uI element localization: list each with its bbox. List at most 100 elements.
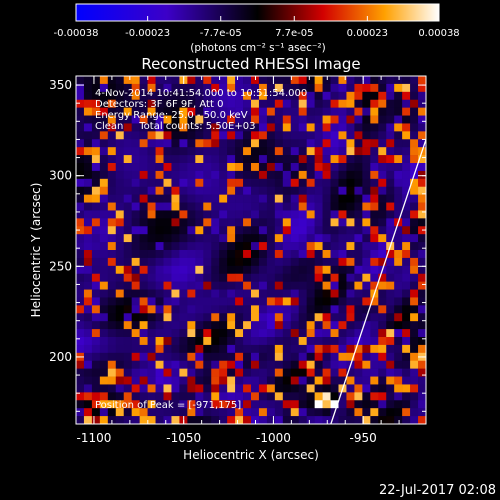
heatmap-cell xyxy=(195,250,204,259)
heatmap-cell xyxy=(306,416,315,424)
heatmap-cell xyxy=(258,360,268,369)
heatmap-cell xyxy=(251,289,260,298)
heatmap-cell xyxy=(266,131,276,140)
heatmap-cell xyxy=(394,337,403,346)
heatmap-cell xyxy=(187,163,196,172)
heatmap-cell xyxy=(123,392,132,401)
heatmap-cell xyxy=(211,281,220,290)
heatmap-cell xyxy=(418,242,426,251)
heatmap-cell xyxy=(282,313,292,322)
heatmap-cell xyxy=(298,83,307,93)
heatmap-cell xyxy=(91,210,101,219)
heatmap-cell xyxy=(386,265,395,275)
heatmap-cell xyxy=(139,178,148,188)
heatmap-cell xyxy=(171,226,180,235)
heatmap-cell xyxy=(251,344,260,354)
heatmap-cell xyxy=(282,76,292,85)
heatmap-cell xyxy=(211,218,220,227)
heatmap-cell xyxy=(378,115,387,124)
heatmap-cell xyxy=(171,344,180,354)
heatmap-cell xyxy=(338,186,347,195)
heatmap-cell xyxy=(418,416,426,424)
heatmap-cell xyxy=(354,273,363,282)
heatmap-cell xyxy=(251,360,260,369)
heatmap-cell xyxy=(171,400,180,409)
heatmap-cell xyxy=(386,289,395,298)
colorbar xyxy=(75,3,440,22)
heatmap-cell xyxy=(298,376,307,385)
heatmap-cell xyxy=(346,210,355,219)
heatmap-cell xyxy=(362,297,371,306)
heatmap-cell xyxy=(243,155,252,164)
heatmap-cell xyxy=(211,107,220,116)
heatmap-cell xyxy=(346,313,355,322)
heatmap-cell xyxy=(314,408,323,417)
heatmap-cell xyxy=(219,131,228,140)
heatmap-cell xyxy=(91,257,101,267)
heatmap-cell xyxy=(211,194,220,203)
heatmap-cell xyxy=(251,368,260,377)
heatmap-cell xyxy=(131,242,140,251)
heatmap-cell xyxy=(123,115,132,124)
heatmap-cell xyxy=(370,131,379,140)
heatmap-cell xyxy=(107,344,117,354)
heatmap-cell xyxy=(107,305,117,314)
heatmap-cell xyxy=(219,400,228,409)
heatmap-cell xyxy=(139,234,148,243)
heatmap-cell xyxy=(83,376,93,385)
heatmap-cell xyxy=(338,178,347,188)
heatmap-cell xyxy=(211,99,220,108)
heatmap-cell xyxy=(163,400,172,409)
heatmap-cell xyxy=(187,368,196,377)
heatmap-cell xyxy=(418,273,426,282)
heatmap-cell xyxy=(115,321,125,330)
solar-limb-line xyxy=(330,139,426,424)
heatmap-cell xyxy=(123,139,132,148)
heatmap-cell xyxy=(187,376,196,385)
heatmap-cell xyxy=(322,194,331,203)
heatmap-cell xyxy=(107,384,117,393)
heatmap-cell xyxy=(274,83,284,93)
heatmap-cell xyxy=(235,178,244,188)
heatmap-cell xyxy=(227,139,236,148)
heatmap-cell xyxy=(235,408,244,417)
heatmap-cell xyxy=(163,123,172,132)
heatmap-cell xyxy=(91,91,101,101)
heatmap-cell xyxy=(115,202,125,211)
heatmap-cell xyxy=(290,83,300,93)
heatmap-cell xyxy=(338,313,347,322)
heatmap-cell xyxy=(418,178,426,188)
heatmap-cell xyxy=(274,123,284,132)
heatmap-cell xyxy=(378,313,387,322)
heatmap-cell xyxy=(354,408,363,417)
heatmap-cell xyxy=(155,321,164,330)
heatmap-cell xyxy=(123,194,132,203)
heatmap-cell xyxy=(274,384,284,393)
heatmap-cell xyxy=(354,218,363,227)
heatmap-cell xyxy=(163,313,172,322)
heatmap-cell xyxy=(306,170,315,180)
heatmap-cell xyxy=(338,234,347,243)
heatmap-cell xyxy=(362,178,371,188)
heatmap-cell xyxy=(235,250,244,259)
heatmap-cell xyxy=(99,178,109,188)
heatmap-cell xyxy=(131,376,140,385)
heatmap-cell xyxy=(418,368,426,377)
heatmap-cell xyxy=(131,321,140,330)
heatmap-cell xyxy=(298,289,307,298)
heatmap-cell xyxy=(266,321,276,330)
heatmap-cell xyxy=(274,226,284,235)
heatmap-cell xyxy=(418,257,426,267)
heatmap-cell xyxy=(227,234,236,243)
heatmap-cell xyxy=(131,281,140,290)
heatmap-cell xyxy=(298,392,307,401)
heatmap-cell xyxy=(179,392,188,401)
heatmap-cell xyxy=(139,257,148,267)
heatmap-cell xyxy=(251,218,260,227)
heatmap-cell xyxy=(203,210,212,219)
heatmap-cell xyxy=(211,360,220,369)
heatmap-cell xyxy=(91,218,101,227)
heatmap-cell xyxy=(107,329,117,338)
heatmap-cell xyxy=(203,329,212,338)
heatmap-cell xyxy=(76,281,85,290)
